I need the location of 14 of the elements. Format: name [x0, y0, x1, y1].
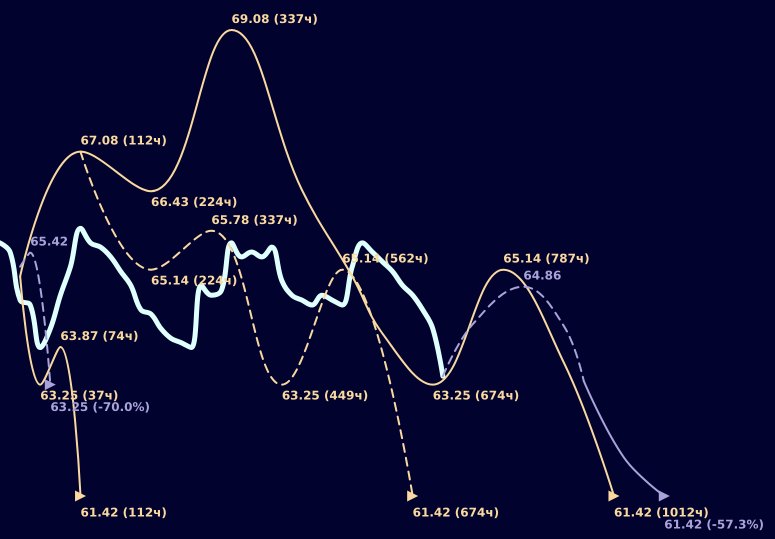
data-label: 63.25 (449ч) [282, 388, 368, 403]
data-label: 64.86 [523, 268, 562, 283]
data-label: 67.08 (112ч) [80, 134, 167, 148]
data-label: 63.25 (674ч) [432, 388, 520, 403]
data-label: 65.14 (787ч) [503, 252, 590, 266]
data-label: 61.42 (112ч) [80, 506, 167, 520]
data-label: 66.43 (224ч) [150, 195, 238, 210]
data-label: 63.87 (74ч) [60, 328, 138, 343]
data-label: 65.42 [30, 234, 68, 249]
data-label: 61.42 (-57.3%) [664, 518, 764, 532]
data-label: 61.42 (1012ч) [614, 506, 709, 520]
data-label: 65.78 (337ч) [211, 212, 298, 227]
data-label: 61.42 (674ч) [412, 506, 500, 520]
data-label: 69.08 (337ч) [231, 12, 318, 26]
